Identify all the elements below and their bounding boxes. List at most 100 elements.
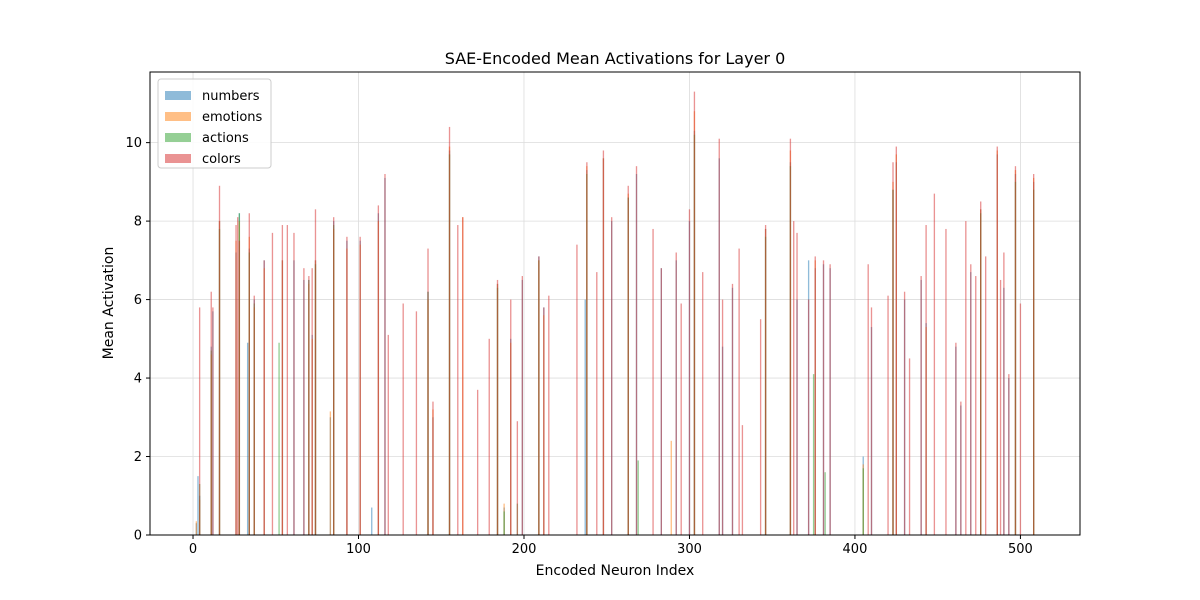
bar-colors [218, 185, 221, 535]
bar-numbers [371, 507, 373, 535]
bar-colors [738, 248, 740, 535]
y-axis-label: Mean Activation [101, 247, 117, 360]
bar-colors [793, 221, 795, 536]
bar-colors [576, 244, 578, 535]
plot-frame [149, 71, 1081, 536]
bar-colors [807, 299, 810, 535]
bar-colors [596, 272, 598, 535]
y-tick-label: 8 [134, 215, 142, 230]
bar-emotions [329, 411, 332, 535]
bar-numbers [246, 342, 249, 535]
bar-colors [253, 295, 255, 535]
bar-colors [538, 256, 540, 535]
bar-colors [996, 146, 998, 535]
bar-colors [1014, 166, 1017, 535]
bar-colors [415, 311, 418, 535]
bar-colors [359, 236, 361, 535]
x-tick-label: 300 [677, 542, 702, 557]
bar-colors [985, 256, 987, 535]
bar-colors [548, 295, 550, 535]
bar-colors [462, 217, 464, 535]
bar-colors [611, 217, 613, 535]
y-tick-label: 2 [134, 450, 142, 465]
bar-colors [346, 236, 348, 535]
bar-colors [586, 162, 588, 535]
legend-label-emotions: emotions [202, 110, 263, 125]
legend-label-colors: colors [202, 152, 241, 167]
bar-colors [308, 276, 310, 535]
bar-colors [1033, 174, 1035, 535]
legend-frame [157, 78, 272, 169]
bar-colors [822, 260, 825, 535]
bar-colors [1008, 374, 1010, 535]
bar-colors [516, 421, 519, 535]
x-tick-label: 100 [346, 542, 371, 557]
bar-colors [387, 334, 389, 535]
bar-colors [212, 307, 214, 535]
legend: numbers emotions actions colors [157, 78, 272, 169]
bar-colors [908, 358, 911, 535]
bar-colors [764, 225, 767, 535]
bar-colors [427, 248, 429, 535]
bar-colors [652, 228, 654, 535]
bar-colors [384, 174, 386, 535]
bar-colors [999, 279, 1002, 535]
legend-swatch-colors [165, 154, 191, 163]
bar-colors [660, 268, 662, 535]
bar-colors [759, 319, 762, 535]
bar-colors [235, 225, 237, 535]
bar-actions [278, 342, 280, 535]
bar-colors [602, 150, 605, 535]
bar-colors [281, 225, 284, 535]
y-axis-ticks: 0 2 4 6 8 10 [125, 136, 150, 544]
bar-colors [286, 225, 289, 535]
bar-emotions [670, 440, 672, 535]
bar-colors [887, 295, 889, 535]
x-tick-label: 200 [512, 542, 537, 557]
bar-colors [814, 256, 816, 535]
bar-colors [980, 201, 982, 536]
bar-actions [637, 460, 639, 535]
bar-colors [829, 264, 831, 535]
chart-title: SAE-Encoded Mean Activations for Layer 0 [445, 49, 786, 68]
x-axis-label: Encoded Neuron Index [536, 563, 695, 579]
bar-colors [311, 268, 313, 535]
bar-colors [402, 303, 404, 535]
bar-colors [1019, 303, 1022, 535]
bar-actions [862, 468, 864, 535]
x-tick-label: 500 [1008, 542, 1033, 557]
bar-numbers [584, 299, 586, 535]
bar-colors [945, 228, 947, 535]
y-tick-label: 10 [125, 136, 142, 151]
bar-colors [975, 276, 977, 535]
bar-colors [933, 193, 936, 535]
bar-colors [960, 401, 962, 535]
x-axis-ticks: 0 100 200 300 400 500 [189, 535, 1033, 557]
bar-colors [496, 279, 499, 535]
bar-colors [903, 291, 906, 535]
y-tick-label: 4 [134, 372, 142, 387]
legend-swatch-numbers [165, 91, 191, 100]
bar-colors [688, 209, 691, 535]
bar-colors [627, 185, 629, 535]
bar-colors [543, 307, 545, 535]
bar-colors [731, 283, 734, 535]
bar-colors [457, 225, 459, 535]
bar-colors [693, 91, 696, 535]
bar-colors [870, 307, 873, 535]
bar-colors [271, 232, 274, 536]
legend-label-actions: actions [202, 131, 249, 146]
bar-colors [377, 205, 380, 535]
series-numbers [195, 130, 1035, 536]
x-tick-label: 400 [843, 542, 868, 557]
bar-actions [812, 374, 815, 535]
bar-colors [314, 209, 317, 535]
bar-colors [718, 138, 720, 536]
bar-numbers [197, 476, 199, 535]
bar-actions [503, 511, 505, 535]
grid-lines [150, 72, 1080, 536]
bar-emotions [195, 521, 197, 535]
bar-actions [824, 472, 826, 535]
bar-colors [476, 389, 479, 535]
